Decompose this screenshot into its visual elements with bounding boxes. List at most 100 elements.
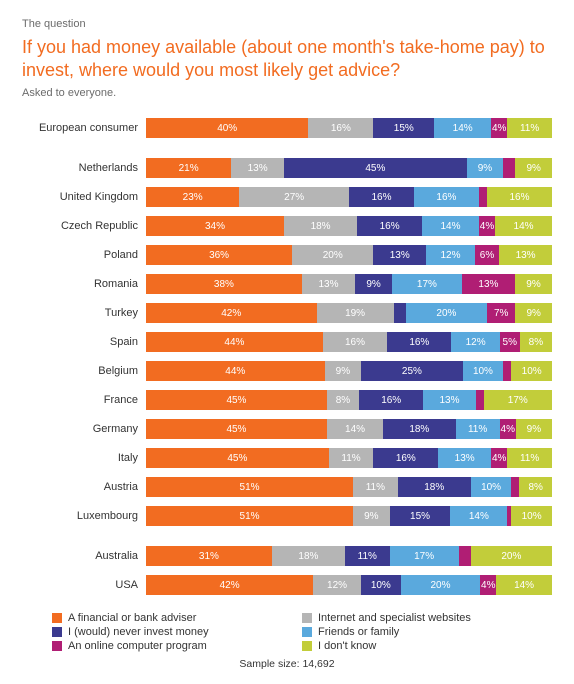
legend-label: An online computer program (68, 640, 207, 652)
bar-segment: 9% (515, 303, 552, 323)
bar-segment: 20% (471, 546, 552, 566)
bar-segment: 31% (146, 546, 272, 566)
row-label: United Kingdom (22, 191, 146, 203)
legend: A financial or bank adviser Internet and … (52, 612, 552, 654)
row-label: Spain (22, 336, 146, 348)
bar-segment: 14% (496, 575, 552, 595)
bar-segment: 11% (507, 118, 552, 138)
bar-segment: 12% (451, 332, 499, 352)
bar-row: Luxembourg51%9%15%14%10% (22, 503, 552, 529)
bar-segment: 44% (146, 361, 325, 381)
bar-segment: 19% (317, 303, 394, 323)
bar-segment: 12% (426, 245, 475, 265)
bar-segment: 15% (390, 506, 451, 526)
legend-swatch (302, 613, 312, 623)
bar-segment: 40% (146, 118, 308, 138)
bar-group: Australia31%18%11%17%20%USA42%12%10%20%4… (22, 543, 552, 598)
stacked-bar: 44%9%25%10%10% (146, 361, 552, 381)
bar-segment (511, 477, 519, 497)
sample-size: Sample size: 14,692 (22, 658, 552, 670)
bar-group: Netherlands21%13%45%9%9%United Kingdom23… (22, 155, 552, 529)
bar-segment: 10% (471, 477, 512, 497)
bar-segment: 16% (373, 448, 438, 468)
legend-item: A financial or bank adviser (52, 612, 302, 624)
bar-segment: 4% (491, 448, 507, 468)
legend-item: I don't know (302, 640, 552, 652)
bar-segment: 9% (355, 274, 392, 294)
bar-row: European consumer40%16%15%14%4%11% (22, 115, 552, 141)
stacked-bar: 40%16%15%14%4%11% (146, 118, 552, 138)
bar-segment: 16% (323, 332, 387, 352)
bar-segment: 11% (345, 546, 390, 566)
bar-segment: 27% (239, 187, 349, 207)
bar-segment: 4% (500, 419, 516, 439)
legend-item: Internet and specialist websites (302, 612, 552, 624)
bar-segment: 16% (308, 118, 373, 138)
row-label: European consumer (22, 122, 146, 134)
bar-segment (394, 303, 406, 323)
bar-segment: 38% (146, 274, 302, 294)
bar-segment: 42% (146, 575, 313, 595)
stacked-bar: 45%11%16%13%4%11% (146, 448, 552, 468)
bar-row: Austria51%11%18%10%8% (22, 474, 552, 500)
row-label: Romania (22, 278, 146, 290)
bar-segment: 20% (401, 575, 481, 595)
legend-item: Friends or family (302, 626, 552, 638)
bar-segment: 16% (487, 187, 552, 207)
bar-segment: 13% (231, 158, 284, 178)
bar-segment: 11% (507, 448, 552, 468)
row-label: France (22, 394, 146, 406)
bar-segment: 21% (146, 158, 231, 178)
bar-row: Czech Republic34%18%16%14%4%14% (22, 213, 552, 239)
bar-segment: 23% (146, 187, 239, 207)
bar-segment: 8% (327, 390, 359, 410)
bar-segment: 16% (359, 390, 423, 410)
bar-row: Romania38%13%9%17%13%9% (22, 271, 552, 297)
stacked-bar: 42%19%20%7%9% (146, 303, 552, 323)
bar-segment: 20% (406, 303, 487, 323)
bar-segment: 13% (462, 274, 515, 294)
page-title: If you had money available (about one mo… (22, 36, 552, 81)
bar-segment (476, 390, 484, 410)
row-label: Turkey (22, 307, 146, 319)
legend-item: I (would) never invest money (52, 626, 302, 638)
stacked-bar: 51%9%15%14%10% (146, 506, 552, 526)
stacked-bar: 44%16%16%12%5%8% (146, 332, 552, 352)
bar-segment: 45% (146, 390, 327, 410)
bar-segment: 51% (146, 477, 353, 497)
bar-segment: 14% (495, 216, 552, 236)
bar-segment: 9% (515, 274, 552, 294)
bar-segment: 13% (423, 390, 475, 410)
stacked-bar: 51%11%18%10%8% (146, 477, 552, 497)
bar-segment: 10% (463, 361, 504, 381)
bar-segment: 16% (387, 332, 451, 352)
legend-label: Internet and specialist websites (318, 612, 471, 624)
stacked-bar: 31%18%11%17%20% (146, 546, 552, 566)
bar-segment: 16% (414, 187, 479, 207)
bar-segment: 8% (520, 332, 552, 352)
pre-title: The question (22, 18, 552, 30)
bar-segment: 14% (450, 506, 507, 526)
legend-swatch (52, 613, 62, 623)
legend-swatch (52, 641, 62, 651)
legend-label: I (would) never invest money (68, 626, 209, 638)
bar-row: Italy45%11%16%13%4%11% (22, 445, 552, 471)
bar-segment: 9% (516, 419, 552, 439)
bar-segment: 42% (146, 303, 317, 323)
bar-row: USA42%12%10%20%4%14% (22, 572, 552, 598)
bar-segment: 36% (146, 245, 292, 265)
row-label: Czech Republic (22, 220, 146, 232)
legend-label: A financial or bank adviser (68, 612, 196, 624)
bar-segment: 16% (357, 216, 422, 236)
bar-row: United Kingdom23%27%16%16%16% (22, 184, 552, 210)
bar-segment: 11% (353, 477, 398, 497)
bar-segment: 17% (390, 546, 459, 566)
bar-row: Belgium44%9%25%10%10% (22, 358, 552, 384)
row-label: Australia (22, 550, 146, 562)
stacked-bar: 34%18%16%14%4%14% (146, 216, 552, 236)
bar-segment: 11% (456, 419, 500, 439)
bar-segment: 9% (515, 158, 552, 178)
bar-segment: 13% (302, 274, 355, 294)
stacked-bar-chart: European consumer40%16%15%14%4%11%Nether… (22, 115, 552, 598)
bar-segment: 44% (146, 332, 323, 352)
